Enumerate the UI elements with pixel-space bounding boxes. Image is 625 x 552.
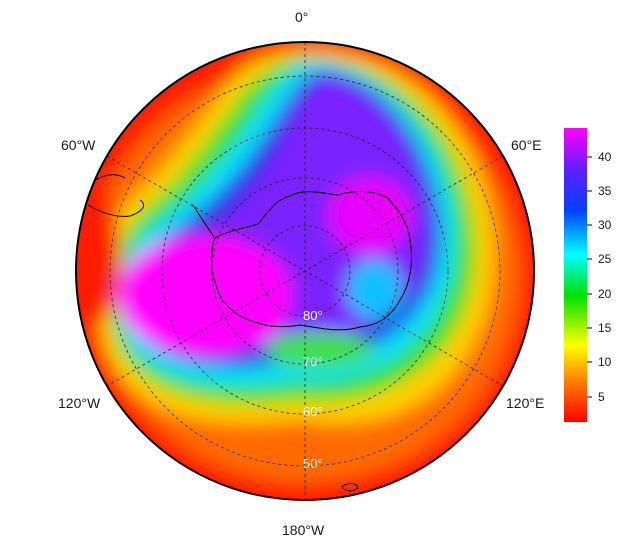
colorbar-gradient [564, 128, 587, 422]
colorbar-tick-30: 30 [598, 218, 612, 232]
lon-label-120e: 120°E [506, 395, 545, 411]
lon-label-120w: 120°W [58, 395, 101, 411]
lon-label-180w: 180°W [282, 522, 325, 538]
south-america-coastline [87, 174, 145, 217]
colorbar-tick-15: 15 [598, 321, 612, 335]
colorbar-ticks [587, 156, 592, 398]
lat-label-50: 50° [303, 456, 323, 471]
map-boundary [75, 41, 535, 501]
meridian-grid [106, 42, 504, 500]
colorbar-tick-40: 40 [598, 150, 612, 164]
lon-label-60e: 60°E [511, 137, 542, 153]
colorbar-tick-10: 10 [598, 355, 612, 369]
antarctica-coastline [211, 191, 413, 331]
island-bottom [341, 482, 359, 492]
lat-label-70: 70° [303, 354, 323, 369]
lon-label-0: 0° [295, 9, 309, 25]
colorbar-tick-5: 5 [598, 390, 605, 404]
peninsula-coastline [191, 203, 216, 239]
lon-label-60w: 60°W [61, 137, 96, 153]
field-layer [76, 42, 534, 500]
colorbar-tick-25: 25 [598, 252, 612, 266]
lat-label-60: 60° [303, 404, 323, 419]
lat-label-80: 80° [303, 308, 323, 323]
colorbar-tick-20: 20 [598, 287, 612, 301]
colorbar-tick-35: 35 [598, 184, 612, 198]
